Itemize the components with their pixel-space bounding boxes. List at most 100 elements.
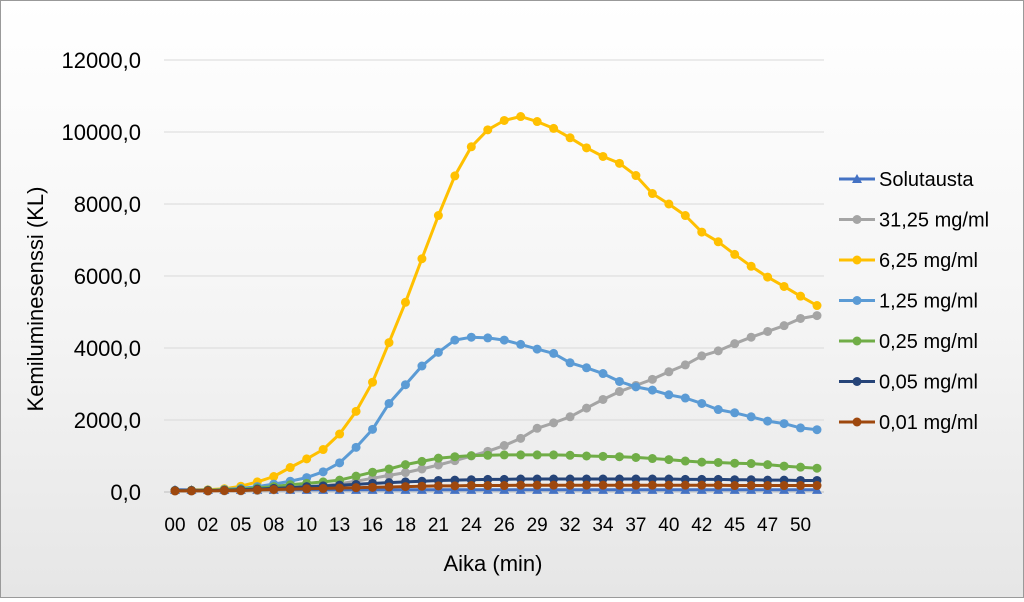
x-tick-label: 13 xyxy=(329,515,350,536)
data-point xyxy=(450,335,460,345)
data-point xyxy=(335,429,345,439)
data-point xyxy=(746,332,756,342)
data-point xyxy=(318,467,328,477)
data-point xyxy=(302,454,312,464)
data-point xyxy=(746,459,756,469)
data-point xyxy=(598,451,608,461)
x-tick-label: 34 xyxy=(592,515,614,536)
data-point xyxy=(400,380,410,390)
y-tick-label: 12000,0 xyxy=(61,48,141,73)
data-point xyxy=(384,398,394,408)
data-point xyxy=(697,480,707,490)
data-point xyxy=(812,301,822,311)
data-point xyxy=(384,338,394,348)
data-point xyxy=(499,335,509,345)
series-6-25-mg-ml xyxy=(170,112,822,496)
data-point xyxy=(516,450,526,460)
data-point xyxy=(400,460,410,470)
data-point xyxy=(763,416,773,426)
legend-label: 0,25 mg/ml xyxy=(879,331,978,353)
data-point xyxy=(170,486,180,496)
legend-label: 0,05 mg/ml xyxy=(879,372,978,394)
series-line xyxy=(175,483,817,493)
legend-label: 6,25 mg/ml xyxy=(879,250,978,272)
data-point xyxy=(730,249,740,259)
data-point xyxy=(582,451,592,461)
data-point xyxy=(598,151,608,161)
data-point xyxy=(730,481,740,491)
data-point xyxy=(779,281,789,291)
y-tick-label: 0,0 xyxy=(110,480,141,505)
data-point xyxy=(647,454,657,464)
data-point xyxy=(614,387,624,397)
data-point xyxy=(203,486,213,496)
data-point xyxy=(631,382,641,392)
data-point xyxy=(433,347,443,357)
data-point xyxy=(549,123,559,133)
data-point xyxy=(450,171,460,181)
data-point xyxy=(812,425,822,435)
data-point xyxy=(664,480,674,490)
data-point xyxy=(565,133,575,143)
data-point xyxy=(483,333,493,343)
data-point xyxy=(647,385,657,395)
data-point xyxy=(483,450,493,460)
x-tick-label: 26 xyxy=(494,515,515,536)
data-point xyxy=(384,464,394,474)
data-point xyxy=(368,482,378,492)
data-point xyxy=(812,463,822,473)
data-point xyxy=(713,405,723,415)
data-point xyxy=(664,367,674,377)
data-point xyxy=(664,199,674,209)
data-point xyxy=(351,442,361,452)
data-point xyxy=(318,483,328,493)
data-point xyxy=(532,450,542,460)
data-point xyxy=(746,481,756,491)
x-tick-label: 40 xyxy=(658,515,679,536)
data-point xyxy=(647,374,657,384)
data-point xyxy=(614,452,624,462)
data-point xyxy=(582,403,592,413)
data-point xyxy=(236,486,246,496)
data-point xyxy=(614,158,624,168)
data-point xyxy=(417,254,427,264)
data-point xyxy=(763,272,773,282)
data-point xyxy=(779,321,789,331)
data-point xyxy=(796,313,806,323)
data-point xyxy=(763,481,773,491)
data-point xyxy=(499,115,509,125)
data-point xyxy=(582,143,592,153)
data-point xyxy=(516,480,526,490)
data-point xyxy=(532,117,542,127)
series-1-25-mg-ml xyxy=(170,332,822,496)
data-point xyxy=(483,481,493,491)
data-point xyxy=(186,486,196,496)
data-point xyxy=(450,481,460,491)
data-point xyxy=(713,480,723,490)
data-point xyxy=(796,481,806,491)
data-point xyxy=(499,450,509,460)
x-tick-label: 21 xyxy=(428,515,449,536)
data-point xyxy=(549,450,559,460)
y-axis-title: Kemiluminesenssi (KL) xyxy=(23,187,48,412)
data-point xyxy=(614,376,624,386)
x-tick-label: 02 xyxy=(197,515,218,536)
data-point xyxy=(433,211,443,221)
data-point xyxy=(269,484,279,494)
data-point xyxy=(697,351,707,361)
legend-marker xyxy=(852,215,862,224)
data-point xyxy=(417,456,427,466)
data-point xyxy=(318,445,328,455)
x-tick-label: 00 xyxy=(164,515,185,536)
data-point xyxy=(763,326,773,336)
data-point xyxy=(285,484,295,494)
data-point xyxy=(466,481,476,491)
x-tick-label: 50 xyxy=(790,515,811,536)
data-point xyxy=(680,480,690,490)
data-point xyxy=(368,377,378,387)
data-point xyxy=(664,455,674,465)
data-point xyxy=(598,394,608,404)
y-tick-label: 8000,0 xyxy=(74,192,141,217)
data-point xyxy=(713,457,723,467)
